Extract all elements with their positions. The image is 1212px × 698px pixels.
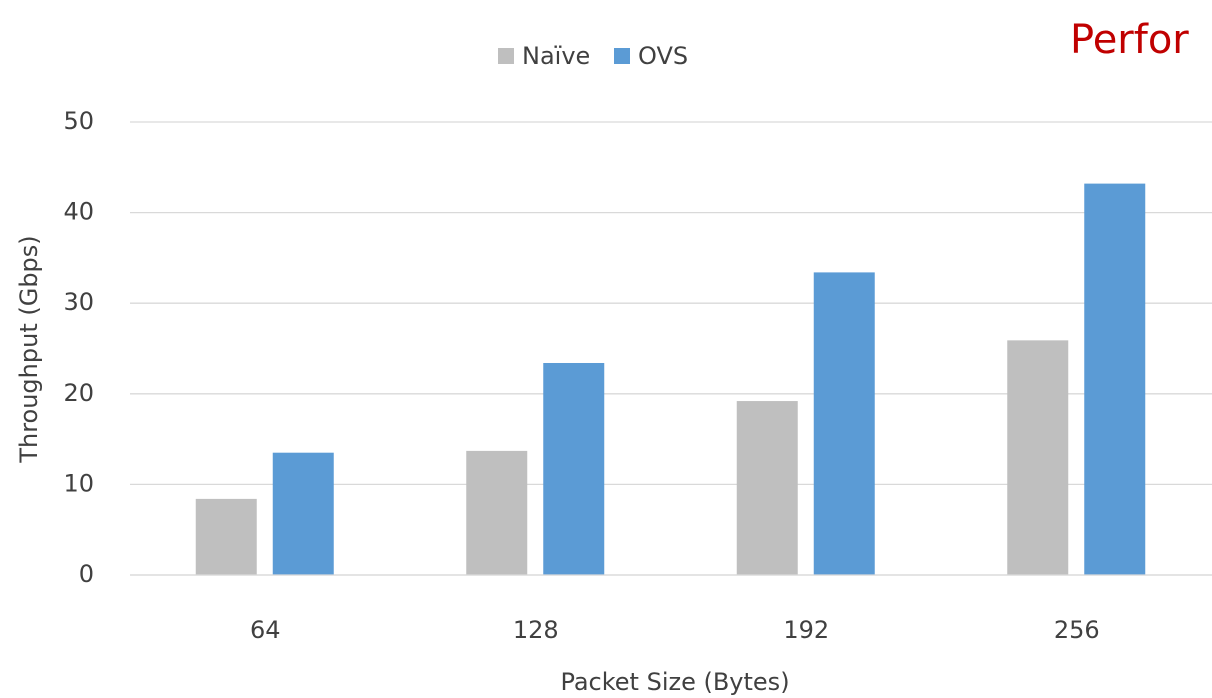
y-axis-label: Throughput (Gbps) [15,235,43,463]
legend-swatch [498,48,514,64]
bar [272,452,334,575]
y-tick-label: 50 [63,107,94,135]
bar [195,498,257,575]
bar [466,450,528,575]
x-tick-label: 256 [1054,616,1100,644]
legend-swatch [614,48,630,64]
y-tick-label: 30 [63,288,94,316]
legend-label: OVS [638,42,688,70]
bar [1007,340,1069,575]
y-tick-label: 20 [63,379,94,407]
bar [736,401,798,575]
bar [813,272,875,575]
y-tick-label: 0 [79,560,94,588]
x-tick-label: 192 [783,616,829,644]
x-tick-label: 64 [250,616,281,644]
x-axis-label: Packet Size (Bytes) [560,668,789,696]
bar [543,362,605,575]
legend-label: Naïve [522,42,590,70]
bar [1084,183,1146,575]
y-tick-label: 10 [63,469,94,497]
x-tick-label: 128 [513,616,559,644]
y-tick-label: 40 [63,198,94,226]
annotation: Perfor [1070,17,1189,63]
